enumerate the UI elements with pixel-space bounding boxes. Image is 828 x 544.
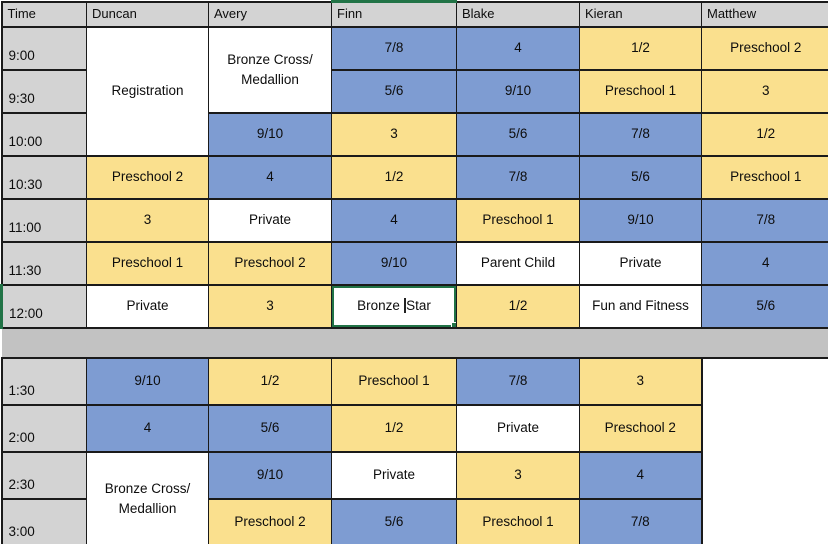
cell-avery-1030[interactable]: 4 [208,154,332,200]
schedule-row-1000: 10:00 9/10 3 5/6 7/8 1/2 [0,111,828,157]
cell-blake-1100[interactable]: Preschool 1 [456,197,580,243]
time-cell-230[interactable]: 2:30 [0,450,87,500]
separator-bar [1,326,828,359]
cell-text-before-caret: Bronze [357,298,404,314]
cell-duncan-130[interactable]: 9/10 [86,356,209,406]
schedule-row-230: 2:30 Bronze Cross/ Medallion 9/10 Private 3 4 [0,450,828,544]
cell-finn-930[interactable]: 5/6 [331,68,457,114]
cell-matthew-1200[interactable]: 5/6 [701,283,828,329]
time-cell-1000[interactable]: 10:00 [0,111,87,157]
cell-blake-300[interactable]: Preschool 1 [456,497,580,544]
schedule-row-200: 2:00 4 5/6 1/2 Private Preschool 2 [0,403,828,453]
cell-kieran-1100[interactable]: 9/10 [579,197,702,243]
time-cell-1100[interactable]: 11:00 [0,197,87,243]
schedule-row-900: 9:00 Registration Bronze Cross/ Medallion 7… [0,25,828,157]
cell-finn-130[interactable]: Preschool 1 [331,356,457,406]
cell-matthew-1000[interactable]: 1/2 [701,111,828,157]
cell-avery-900[interactable]: Bronze Cross/ Medallion [208,25,332,114]
cell-finn-1100[interactable]: 4 [331,197,457,243]
cell-kieran-1030[interactable]: 5/6 [579,154,702,200]
cell-kieran-130[interactable]: 3 [579,356,702,406]
schedule-row-300: 3:00 Preschool 2 5/6 Preschool 1 7/8 [0,497,828,544]
cell-finn-300[interactable]: 5/6 [331,497,457,544]
header-row: Time Duncan Avery Finn Blake Kieran Matthew [0,0,828,28]
column-header-matthew[interactable]: Matthew [701,0,828,28]
time-cell-1200[interactable]: 12:00 [0,283,87,329]
cell-matthew-1030[interactable]: Preschool 1 [701,154,828,200]
cell-kieran-230[interactable]: 4 [579,450,702,500]
text-cursor [404,298,406,314]
cell-matthew-930[interactable]: 3 [701,68,828,114]
cell-matthew-900[interactable]: Preschool 2 [701,25,828,71]
cell-avery-130[interactable]: 1/2 [208,356,332,406]
cell-finn-900[interactable]: 7/8 [331,25,457,71]
schedule-row-1200: 12:00 Private 3 Bronze Star 1/2 Fun and Fitne… [0,283,828,329]
cell-finn-1000[interactable]: 3 [331,111,457,157]
cell-finn-230[interactable]: Private [331,450,457,500]
cell-kieran-300[interactable]: 7/8 [579,497,702,544]
separator-row [1,326,828,359]
cell-kieran-900[interactable]: 1/2 [579,25,702,71]
cell-blake-230[interactable]: 3 [456,450,580,500]
cell-blake-1000[interactable]: 5/6 [456,111,580,157]
time-cell-200[interactable]: 2:00 [0,403,87,453]
cell-finn-200[interactable]: 1/2 [331,403,457,453]
schedule-header: Time Duncan Avery Finn Blake Kieran Matthew [0,0,828,28]
cell-duncan-200[interactable]: 4 [86,403,209,453]
cell-duncan-1030[interactable]: Preschool 2 [86,154,209,200]
cell-blake-900[interactable]: 4 [456,25,580,71]
cell-avery-200[interactable]: 5/6 [208,403,332,453]
cell-blake-1200[interactable]: 1/2 [456,283,580,329]
cell-duncan-1200[interactable]: Private [86,283,209,329]
cell-finn-1130[interactable]: 9/10 [331,240,457,286]
time-cell-1030[interactable]: 10:30 [0,154,87,200]
cell-kieran-930[interactable]: Preschool 1 [579,68,702,114]
schedule-row-130: 1:30 9/10 1/2 Preschool 1 7/8 3 [0,356,828,544]
schedule-row-1100: 11:00 3 Private 4 Preschool 1 9/10 7/8 [0,197,828,243]
fill-handle[interactable] [451,321,456,326]
cell-avery-1200[interactable]: 3 [208,283,332,329]
time-cell-930[interactable]: 9:30 [0,68,87,114]
selected-cell-finn-1200[interactable]: Bronze Star [331,283,457,329]
cell-kieran-1200[interactable]: Fun and Fitness [579,283,702,329]
time-cell-1130[interactable]: 11:30 [0,240,87,286]
time-cell-300[interactable]: 3:00 [0,497,87,544]
cell-duncan-900[interactable]: Registration [86,25,209,157]
cell-avery-1000[interactable]: 9/10 [208,111,332,157]
cell-avery-1130[interactable]: Preschool 2 [208,240,332,286]
cell-duncan-230[interactable]: Bronze Cross/ Medallion [86,450,209,544]
cell-avery-1100[interactable]: Private [208,197,332,243]
cell-avery-300[interactable]: Preschool 2 [208,497,332,544]
cell-matthew-130[interactable] [700,356,828,544]
time-cell-130[interactable]: 1:30 [0,356,87,406]
column-header-blake[interactable]: Blake [456,0,580,28]
cell-kieran-1130[interactable]: Private [579,240,702,286]
time-cell-900[interactable]: 9:00 [0,25,87,71]
column-header-kieran[interactable]: Kieran [579,0,702,28]
cell-blake-1130[interactable]: Parent Child [456,240,580,286]
cell-finn-1030[interactable]: 1/2 [331,154,457,200]
cell-blake-200[interactable]: Private [456,403,580,453]
cell-blake-930[interactable]: 9/10 [456,68,580,114]
cell-duncan-1100[interactable]: 3 [86,197,209,243]
cell-blake-130[interactable]: 7/8 [456,356,580,406]
cell-avery-230[interactable]: 9/10 [208,450,332,500]
column-header-finn[interactable]: Finn [331,0,457,28]
column-header-avery[interactable]: Avery [208,0,332,28]
cell-matthew-1130[interactable]: 4 [701,240,828,286]
cell-kieran-200[interactable]: Preschool 2 [579,403,702,453]
schedule-row-1030: 10:30 Preschool 2 4 1/2 7/8 5/6 Preschool 1 [0,154,828,200]
cell-text-after-caret: Star [406,298,431,314]
cell-blake-1030[interactable]: 7/8 [456,154,580,200]
cell-kieran-1000[interactable]: 7/8 [579,111,702,157]
cell-matthew-1100[interactable]: 7/8 [701,197,828,243]
cell-duncan-1130[interactable]: Preschool 1 [86,240,209,286]
schedule-row-1130: 11:30 Preschool 1 Preschool 2 9/10 Parent Ch… [0,240,828,286]
column-header-duncan[interactable]: Duncan [86,0,209,28]
column-header-time[interactable]: Time [0,0,87,28]
